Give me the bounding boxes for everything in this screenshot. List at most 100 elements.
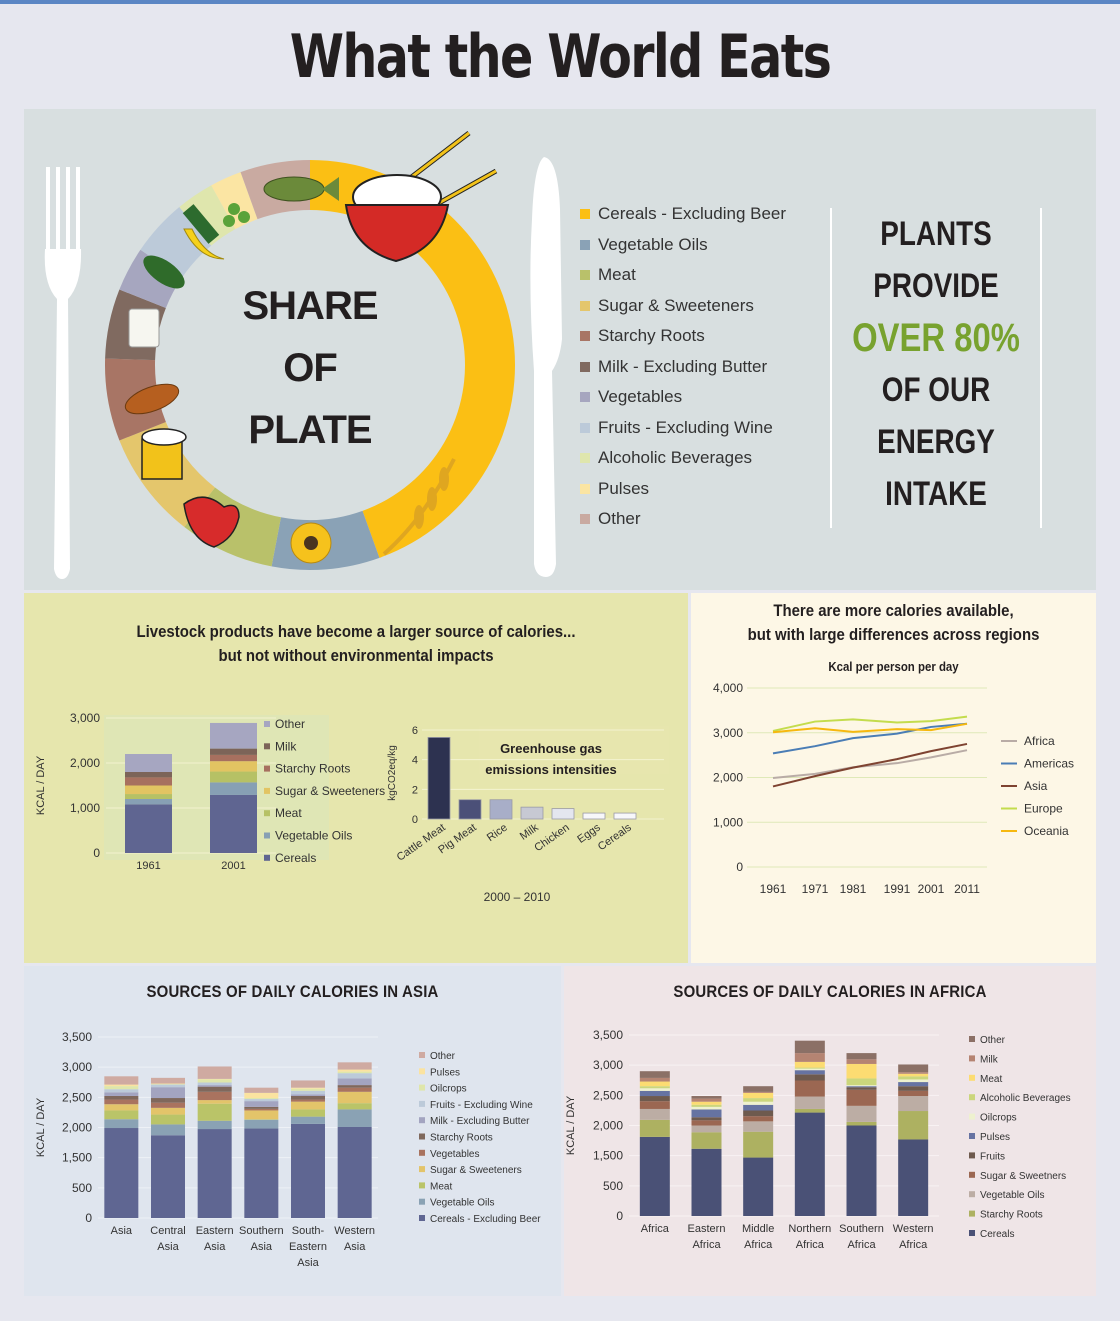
legend-swatch [969, 1036, 975, 1042]
legend-label: Oilcrops [430, 1084, 467, 1095]
bar-segment [291, 1094, 325, 1096]
legend-swatch [264, 854, 270, 861]
regional-title-line2: but with large differences across region… [747, 625, 1040, 644]
bar-segment [197, 1079, 232, 1083]
legend-label: Americas [1024, 757, 1074, 771]
bar-segment [151, 1087, 185, 1099]
bar-segment [691, 1098, 722, 1102]
bar-segment [291, 1123, 325, 1218]
y-tick-label: 1,000 [70, 801, 100, 815]
bar-segment [846, 1086, 877, 1088]
legend-item: Milk - Excluding Butter [580, 352, 786, 383]
peas-icon [223, 203, 250, 227]
legend-label: Other [275, 717, 305, 731]
bar-segment [197, 1091, 232, 1101]
bar-segment [151, 1084, 185, 1085]
x-tick-label: Asia [204, 1241, 226, 1253]
y-tick-label: 0 [412, 814, 418, 826]
x-tick-label: Rice [485, 822, 510, 844]
bar-segment [104, 1092, 139, 1096]
bar-segment [794, 1096, 825, 1109]
bar-segment [337, 1062, 372, 1070]
ghg-title: Greenhouse gas [500, 741, 602, 756]
x-tick-label: 1971 [802, 882, 829, 896]
bar-segment [197, 1103, 232, 1121]
x-tick-label: Africa [899, 1239, 928, 1251]
legend-swatch [264, 810, 270, 817]
africa-stacked-chart: KCAL / DAY 0 500 1,500 2,000 2,500 3,000 3,500 A… [565, 1028, 1071, 1251]
legend-swatch [419, 1052, 425, 1058]
line-series [772, 722, 968, 755]
legend-swatch [580, 270, 590, 281]
milk-glass-icon [128, 308, 160, 348]
bar-segment [291, 1116, 325, 1124]
bar-segment [898, 1072, 929, 1074]
wheat-icon [382, 458, 456, 556]
legend-swatch [419, 1166, 425, 1173]
legend-label: Other [430, 1051, 456, 1062]
bar-segment [151, 1135, 185, 1218]
bar-segment [337, 1069, 372, 1072]
legend-label: Sugar & Sweeteners [598, 295, 754, 315]
bar-segment [337, 1073, 372, 1079]
legend-swatch [419, 1133, 425, 1140]
bar-segment [337, 1091, 372, 1104]
bar-segment [691, 1148, 722, 1216]
fish-icon [263, 176, 339, 202]
y-tick-label: 3,000 [713, 726, 743, 740]
share-of-plate-label: SHARE OF PLATE [242, 284, 378, 452]
y-tick-label: 3,000 [62, 1060, 92, 1074]
y-axis-label: KCAL / DAY [35, 1097, 47, 1157]
bar-segment [898, 1090, 929, 1097]
bar-segment [244, 1087, 279, 1093]
bar-segment [104, 1128, 139, 1218]
legend-swatch [969, 1171, 975, 1178]
bar-segment [151, 1084, 185, 1088]
bar-segment [210, 782, 257, 795]
plate-segment [179, 185, 236, 246]
legend-label: Vegetable Oils [275, 829, 352, 843]
legend-swatch [264, 832, 270, 839]
legend-swatch [419, 1084, 425, 1091]
bar-segment [244, 1110, 279, 1120]
bar-segment [197, 1082, 232, 1086]
bar-segment [898, 1086, 929, 1091]
legend-item: Meat [580, 260, 786, 291]
legend-item: Sugar & Sweeteners [580, 291, 786, 322]
bar-segment [151, 1077, 185, 1084]
line-series [772, 715, 968, 732]
bar-segment [151, 1114, 185, 1125]
legend-label: Oilcrops [980, 1113, 1017, 1124]
bar [489, 799, 513, 820]
legend-label: Meat [980, 1074, 1002, 1085]
x-tick-label: Eastern [196, 1225, 234, 1237]
bar-segment [244, 1128, 279, 1218]
bar-segment [691, 1104, 722, 1107]
bar-segment [337, 1085, 372, 1088]
legend-label: Milk - Excluding Butter [430, 1116, 530, 1127]
bar-segment [743, 1110, 774, 1117]
legend-label: Vegetable Oils [980, 1190, 1045, 1201]
bar-segment [125, 777, 172, 786]
legend-label: Cereals [275, 851, 316, 865]
bar-segment [244, 1101, 279, 1107]
legend-item: Starchy Roots [580, 321, 786, 352]
bar-segment [691, 1109, 722, 1118]
bar-segment [151, 1083, 185, 1085]
bar-segment [691, 1125, 722, 1133]
legend-swatch [969, 1094, 975, 1101]
bar-segment [291, 1080, 325, 1088]
bar-segment [639, 1071, 670, 1078]
legend-label: Meat [598, 265, 636, 285]
legend-swatch [264, 721, 270, 727]
legend-label: Alcoholic Beverages [980, 1093, 1071, 1104]
bar-segment [898, 1096, 929, 1112]
bar-segment [104, 1089, 139, 1093]
line-series [772, 749, 968, 779]
callout-line: ENERGY [877, 423, 995, 461]
bar-segment [337, 1087, 372, 1092]
bar-segment [846, 1078, 877, 1086]
bar-segment [743, 1157, 774, 1216]
legend-swatch [580, 300, 590, 311]
y-tick-label: 1,500 [593, 1149, 623, 1163]
